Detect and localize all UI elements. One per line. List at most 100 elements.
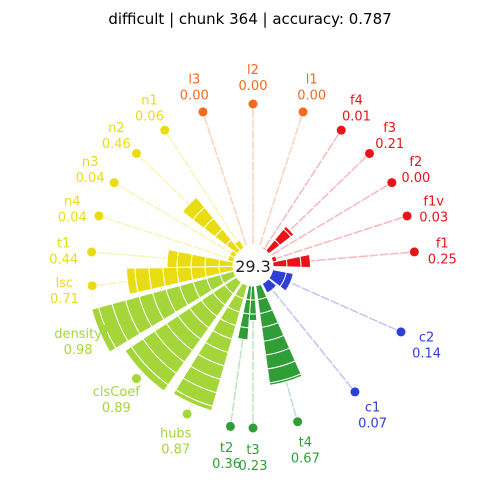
label-value: 0.00 — [180, 88, 209, 103]
label-name: l3 — [188, 72, 200, 87]
bar-segment — [181, 196, 206, 221]
bar-t4 — [255, 283, 303, 386]
label-value: 0.98 — [64, 343, 93, 358]
marker-hubs — [182, 409, 192, 419]
label-name: n1 — [141, 94, 158, 109]
marker-f1 — [409, 247, 419, 257]
bar-segment — [190, 266, 207, 281]
label-l2: l2 0.00 — [239, 63, 268, 94]
label-value: 0.23 — [239, 459, 268, 474]
label-l3: l3 0.00 — [180, 72, 209, 103]
bar-segment — [176, 266, 194, 284]
label-name: n3 — [82, 155, 99, 170]
label-f4: f4 0.01 — [342, 94, 371, 125]
bar-f3 — [265, 225, 295, 255]
bar-t2 — [237, 284, 253, 341]
label-f1v: f1v 0.03 — [419, 194, 448, 225]
marker-clscoef — [131, 374, 141, 384]
label-name: c2 — [419, 330, 434, 345]
marker-f1v — [402, 211, 412, 221]
marker-l3 — [198, 107, 208, 117]
label-n2: n2 0.46 — [102, 121, 131, 152]
label-name: f1v — [423, 194, 444, 209]
bar-segment — [299, 253, 311, 269]
marker-lsc — [87, 281, 97, 291]
center-hub — [235, 248, 271, 284]
markers-layer — [87, 99, 419, 433]
label-name: t3 — [246, 443, 259, 458]
label-value: 0.03 — [419, 210, 448, 225]
label-value: 0.71 — [50, 292, 79, 307]
label-name: f4 — [350, 94, 363, 109]
marker-n2 — [131, 148, 141, 158]
label-n3: n3 0.04 — [76, 155, 105, 186]
bar-segment — [126, 267, 139, 296]
label-name: t2 — [220, 441, 233, 456]
label-lsc: lsc 0.71 — [50, 276, 79, 307]
label-name: l2 — [247, 63, 259, 78]
label-value: 0.00 — [239, 79, 268, 94]
label-value: 0.07 — [358, 417, 387, 432]
label-value: 0.25 — [428, 252, 457, 267]
bar-clscoef — [124, 276, 243, 392]
bar-segment — [261, 246, 268, 252]
bar-t1 — [166, 249, 234, 269]
bar-segment — [176, 250, 193, 268]
label-value: 0.06 — [135, 110, 164, 125]
bar-segment — [204, 256, 221, 268]
marker-f3 — [365, 148, 375, 158]
label-value: 0.04 — [76, 171, 105, 186]
bar-segment — [268, 373, 303, 386]
bar-segment — [190, 253, 207, 268]
spoke-c1 — [266, 282, 356, 393]
marker-density — [99, 324, 109, 334]
bar-c2 — [268, 269, 294, 292]
label-name: f2 — [409, 155, 422, 170]
label-c1: c1 0.07 — [358, 401, 387, 432]
marker-c2 — [396, 327, 406, 337]
marker-f2 — [387, 178, 397, 188]
label-value: 0.89 — [102, 401, 131, 416]
label-name: lsc — [56, 276, 74, 291]
bar-segment — [239, 312, 251, 329]
bar-f4 — [261, 246, 268, 252]
label-value: 0.87 — [161, 443, 190, 458]
bar-c1 — [261, 278, 278, 294]
label-name: n2 — [108, 121, 125, 136]
label-n1: n1 0.06 — [135, 94, 164, 125]
label-value: 0.01 — [342, 110, 371, 125]
label-value: 0.21 — [375, 137, 404, 152]
label-name: c1 — [365, 401, 380, 416]
marker-n4 — [94, 211, 104, 221]
bar-segment — [172, 389, 214, 412]
label-value: 0.00 — [297, 88, 326, 103]
marker-n3 — [109, 178, 119, 188]
spoke-n4 — [98, 215, 233, 260]
spoke-f4 — [264, 129, 342, 248]
marker-l2 — [248, 99, 258, 109]
spoke-f1v — [273, 215, 408, 260]
label-name: n4 — [64, 194, 81, 209]
bar-t3 — [248, 285, 258, 322]
label-value: 0.67 — [291, 452, 320, 467]
label-name: density — [54, 327, 102, 342]
label-t1: t1 0.44 — [49, 236, 78, 267]
bar-lsc — [126, 265, 235, 296]
label-t2: t2 0.36 — [212, 441, 241, 472]
label-t3: t3 0.23 — [239, 443, 268, 474]
label-f1: f1 0.25 — [428, 236, 457, 267]
label-name: clsCoef — [93, 385, 141, 400]
center-value: 29.3 — [235, 257, 271, 276]
bar-n2 — [181, 196, 241, 255]
spoke-l1 — [259, 111, 304, 246]
label-name: f1 — [436, 236, 449, 251]
label-c2: c2 0.14 — [412, 330, 441, 361]
marker-l1 — [298, 107, 308, 117]
bar-hubs — [172, 282, 249, 412]
label-name: hubs — [160, 427, 192, 442]
label-density: density 0.98 — [54, 327, 102, 358]
bars-layer — [91, 196, 311, 412]
label-value: 0.04 — [58, 210, 87, 225]
bar-segment — [124, 345, 169, 392]
